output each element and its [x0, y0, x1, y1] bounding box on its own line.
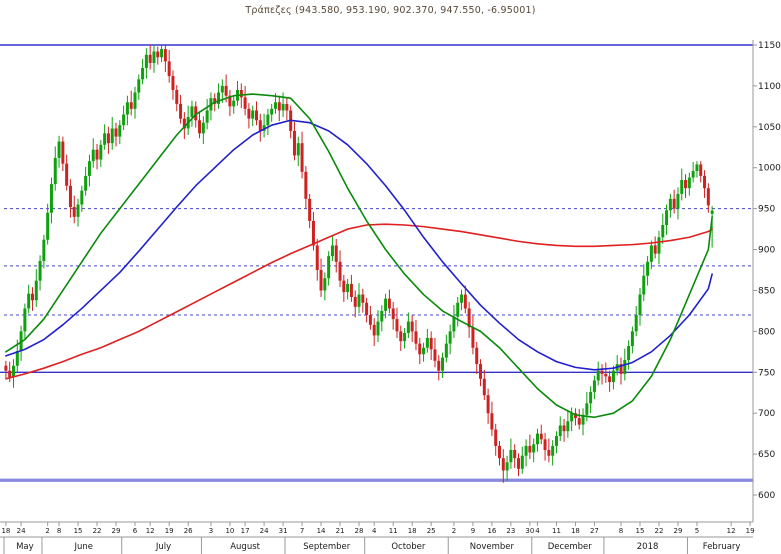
svg-text:2: 2 — [452, 527, 456, 535]
svg-text:1100: 1100 — [758, 82, 781, 92]
svg-text:February: February — [703, 542, 741, 552]
svg-text:18: 18 — [408, 527, 417, 535]
svg-text:May: May — [16, 542, 34, 552]
svg-text:900: 900 — [758, 246, 775, 256]
svg-text:September: September — [303, 542, 350, 552]
svg-text:29: 29 — [673, 527, 682, 535]
svg-text:750: 750 — [758, 368, 775, 378]
svg-text:12: 12 — [146, 527, 155, 535]
svg-text:December: December — [548, 542, 593, 552]
svg-text:1050: 1050 — [758, 123, 781, 133]
svg-text:29: 29 — [112, 527, 121, 535]
svg-text:November: November — [470, 542, 515, 552]
x-axis-days: 18 24 2 8 15 22 29 6 12 19 26 3 10 17 24 31 7 14 21 28 4 11 18… — [0, 521, 755, 535]
candlestick-series — [4, 45, 714, 483]
svg-text:2018: 2018 — [637, 542, 659, 552]
svg-text:800: 800 — [758, 327, 775, 337]
svg-text:25: 25 — [427, 527, 436, 535]
svg-text:August: August — [230, 542, 260, 552]
svg-text:3: 3 — [209, 527, 213, 535]
svg-text:27: 27 — [590, 527, 599, 535]
svg-text:30: 30 — [525, 527, 534, 535]
svg-text:2: 2 — [45, 527, 49, 535]
svg-text:31: 31 — [279, 527, 288, 535]
svg-text:16: 16 — [487, 527, 496, 535]
chart-title: Τράπεζες (943.580, 953.190, 902.370, 947… — [245, 5, 536, 16]
svg-text:11: 11 — [389, 527, 398, 535]
svg-text:5: 5 — [695, 527, 699, 535]
y-axis: 1150 1100 1050 1000 950 900 850 800 750 700 650 600 — [752, 40, 781, 522]
svg-text:22: 22 — [93, 527, 102, 535]
svg-text:8: 8 — [57, 527, 61, 535]
svg-text:14: 14 — [317, 527, 326, 535]
svg-text:23: 23 — [506, 527, 515, 535]
svg-text:24: 24 — [17, 527, 26, 535]
svg-text:4: 4 — [372, 527, 377, 535]
ma-fast-red — [5, 93, 713, 419]
svg-text:7: 7 — [300, 527, 304, 535]
support-resistance-lines — [0, 44, 753, 482]
svg-text:22: 22 — [655, 527, 664, 535]
svg-text:21: 21 — [336, 527, 345, 535]
svg-text:October: October — [391, 542, 426, 552]
svg-text:1000: 1000 — [758, 164, 781, 174]
svg-text:28: 28 — [355, 527, 364, 535]
svg-text:8: 8 — [619, 527, 623, 535]
svg-text:24: 24 — [260, 527, 269, 535]
svg-text:15: 15 — [636, 527, 645, 535]
svg-text:18: 18 — [571, 527, 580, 535]
svg-text:19: 19 — [746, 527, 755, 535]
svg-text:700: 700 — [758, 409, 775, 419]
svg-text:10: 10 — [225, 527, 234, 535]
ma-medium-blue — [5, 119, 713, 371]
svg-text:11: 11 — [552, 527, 561, 535]
svg-text:15: 15 — [74, 527, 83, 535]
svg-text:1150: 1150 — [758, 41, 781, 51]
svg-text:600: 600 — [758, 491, 775, 501]
svg-text:18: 18 — [1, 527, 10, 535]
svg-text:26: 26 — [184, 527, 193, 535]
svg-text:June: June — [73, 542, 93, 552]
svg-text:19: 19 — [165, 527, 174, 535]
svg-text:July: July — [155, 542, 171, 552]
svg-text:4: 4 — [535, 527, 540, 535]
x-axis-months: May June July August September October Novembe… — [0, 536, 753, 554]
svg-text:12: 12 — [727, 527, 736, 535]
svg-text:6: 6 — [133, 527, 138, 535]
ma-slow-green — [5, 223, 713, 380]
svg-text:9: 9 — [471, 527, 475, 535]
svg-text:650: 650 — [758, 450, 775, 460]
svg-text:17: 17 — [241, 527, 250, 535]
svg-text:850: 850 — [758, 286, 775, 296]
svg-text:950: 950 — [758, 205, 775, 215]
